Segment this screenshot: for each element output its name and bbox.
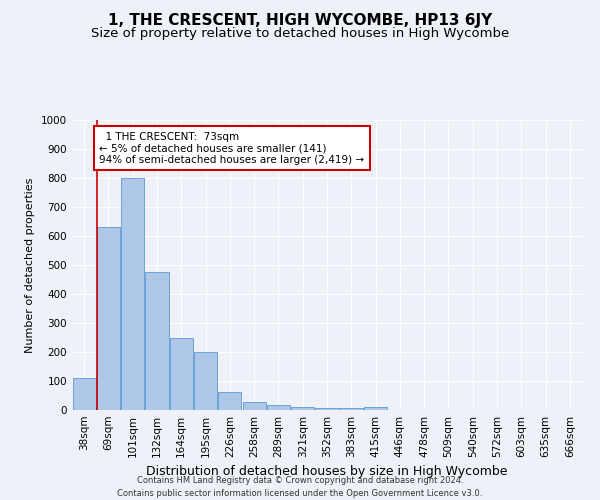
Bar: [145, 272, 169, 410]
Bar: [218, 392, 241, 410]
Text: Size of property relative to detached houses in High Wycombe: Size of property relative to detached ho…: [91, 28, 509, 40]
Bar: [73, 378, 95, 410]
Y-axis label: Number of detached properties: Number of detached properties: [25, 178, 35, 352]
Text: 1 THE CRESCENT:  73sqm
← 5% of detached houses are smaller (141)
94% of semi-det: 1 THE CRESCENT: 73sqm ← 5% of detached h…: [100, 132, 364, 165]
Bar: [316, 408, 338, 410]
Bar: [242, 402, 266, 410]
Bar: [291, 406, 314, 410]
Bar: [267, 405, 290, 410]
X-axis label: Distribution of detached houses by size in High Wycombe: Distribution of detached houses by size …: [146, 466, 508, 478]
Bar: [194, 352, 217, 410]
Bar: [170, 338, 193, 410]
Bar: [340, 408, 363, 410]
Text: 1, THE CRESCENT, HIGH WYCOMBE, HP13 6JY: 1, THE CRESCENT, HIGH WYCOMBE, HP13 6JY: [108, 12, 492, 28]
Bar: [121, 178, 144, 410]
Bar: [364, 406, 387, 410]
Text: Contains HM Land Registry data © Crown copyright and database right 2024.
Contai: Contains HM Land Registry data © Crown c…: [118, 476, 482, 498]
Bar: [97, 228, 120, 410]
